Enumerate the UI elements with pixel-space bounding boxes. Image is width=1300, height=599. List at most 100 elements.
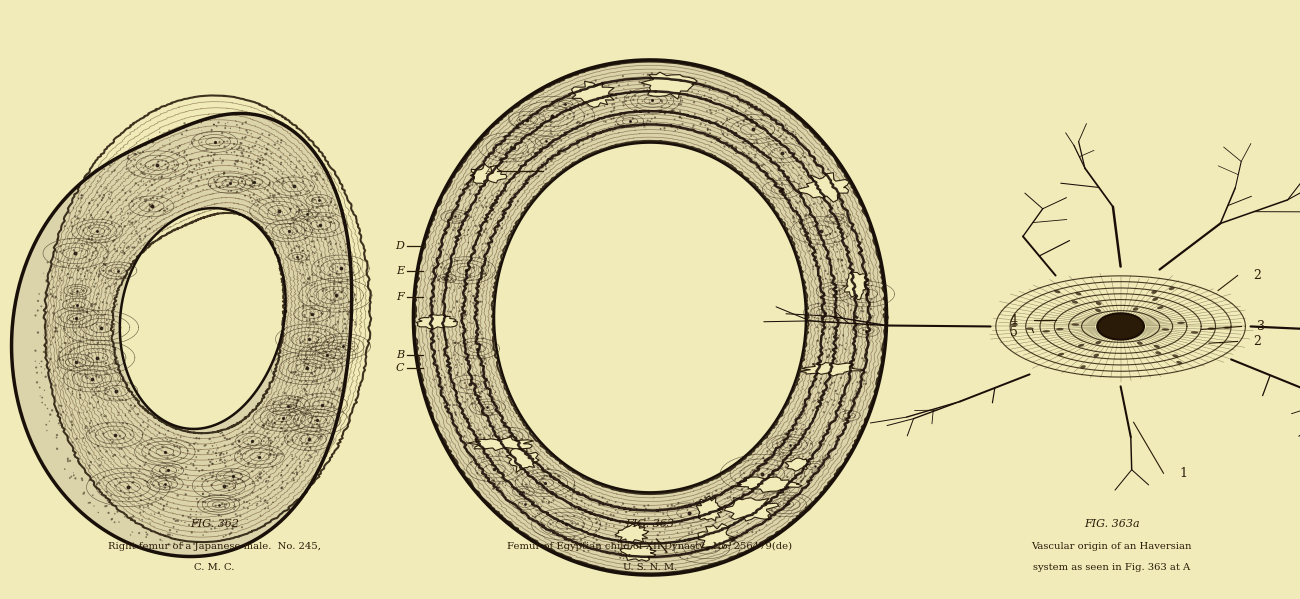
Point <box>56 431 77 440</box>
Point <box>731 513 751 523</box>
Point <box>846 386 867 396</box>
Point <box>491 190 512 200</box>
Point <box>802 174 823 184</box>
Point <box>714 542 734 552</box>
Point <box>286 190 307 199</box>
Point <box>828 315 849 325</box>
Point <box>70 385 91 395</box>
Point <box>706 106 727 116</box>
Point <box>125 149 146 158</box>
Point <box>186 181 207 191</box>
Point <box>850 247 871 256</box>
Text: FIG. 363: FIG. 363 <box>625 519 675 529</box>
Point <box>469 429 490 439</box>
Point <box>290 269 311 279</box>
Point <box>316 302 337 312</box>
Point <box>764 449 785 458</box>
Point <box>133 482 153 491</box>
Point <box>220 471 240 481</box>
Point <box>75 371 96 381</box>
Point <box>269 401 290 410</box>
Point <box>139 199 160 209</box>
Point <box>842 379 863 388</box>
Point <box>494 136 515 146</box>
Point <box>300 444 321 453</box>
Point <box>448 223 469 232</box>
Point <box>229 436 250 446</box>
Point <box>521 458 542 468</box>
Point <box>653 518 673 528</box>
Point <box>88 386 109 396</box>
Point <box>87 483 108 492</box>
Point <box>446 400 467 410</box>
Point <box>670 107 690 116</box>
Point <box>308 335 329 345</box>
Point <box>682 121 703 131</box>
Point <box>200 469 221 479</box>
Point <box>701 93 722 102</box>
Point <box>306 286 326 296</box>
Point <box>65 238 86 248</box>
Point <box>660 108 681 117</box>
Point <box>754 480 775 489</box>
Point <box>746 136 767 146</box>
Point <box>282 452 303 461</box>
Point <box>850 237 871 247</box>
Point <box>854 325 875 335</box>
Point <box>512 434 533 444</box>
Point <box>454 370 474 379</box>
Point <box>592 522 612 531</box>
Point <box>129 467 150 476</box>
Point <box>543 522 564 532</box>
Point <box>234 485 255 495</box>
Point <box>844 269 865 279</box>
Point <box>725 149 746 158</box>
Point <box>233 428 254 437</box>
Point <box>833 281 854 291</box>
Point <box>120 171 140 181</box>
Point <box>656 505 677 515</box>
Point <box>199 491 220 500</box>
Point <box>35 291 56 300</box>
Point <box>135 458 156 467</box>
Point <box>832 214 853 223</box>
Point <box>283 400 304 409</box>
Point <box>224 474 244 484</box>
Point <box>840 210 861 219</box>
Point <box>248 143 269 152</box>
Point <box>281 378 302 388</box>
Point <box>190 138 211 148</box>
Point <box>816 230 837 240</box>
Point <box>675 547 696 557</box>
Point <box>786 419 807 428</box>
Point <box>763 467 784 476</box>
Point <box>610 553 630 562</box>
Point <box>73 305 94 314</box>
Point <box>790 133 811 143</box>
Point <box>107 274 127 284</box>
Point <box>36 420 57 429</box>
Point <box>775 476 796 486</box>
Point <box>629 77 650 87</box>
Point <box>278 392 299 402</box>
Point <box>484 207 504 216</box>
Point <box>462 180 482 190</box>
Point <box>809 388 829 398</box>
Point <box>60 332 81 342</box>
Point <box>814 390 835 400</box>
Point <box>139 445 160 455</box>
Point <box>463 189 484 199</box>
Point <box>768 126 789 135</box>
Point <box>482 163 503 173</box>
Point <box>292 410 313 419</box>
Point <box>454 378 474 388</box>
Point <box>441 262 462 271</box>
Point <box>229 441 250 450</box>
Point <box>454 282 474 291</box>
Point <box>472 409 493 419</box>
Point <box>66 224 87 234</box>
Point <box>316 210 337 219</box>
Point <box>118 151 139 161</box>
Point <box>78 234 99 244</box>
Point <box>160 436 181 446</box>
